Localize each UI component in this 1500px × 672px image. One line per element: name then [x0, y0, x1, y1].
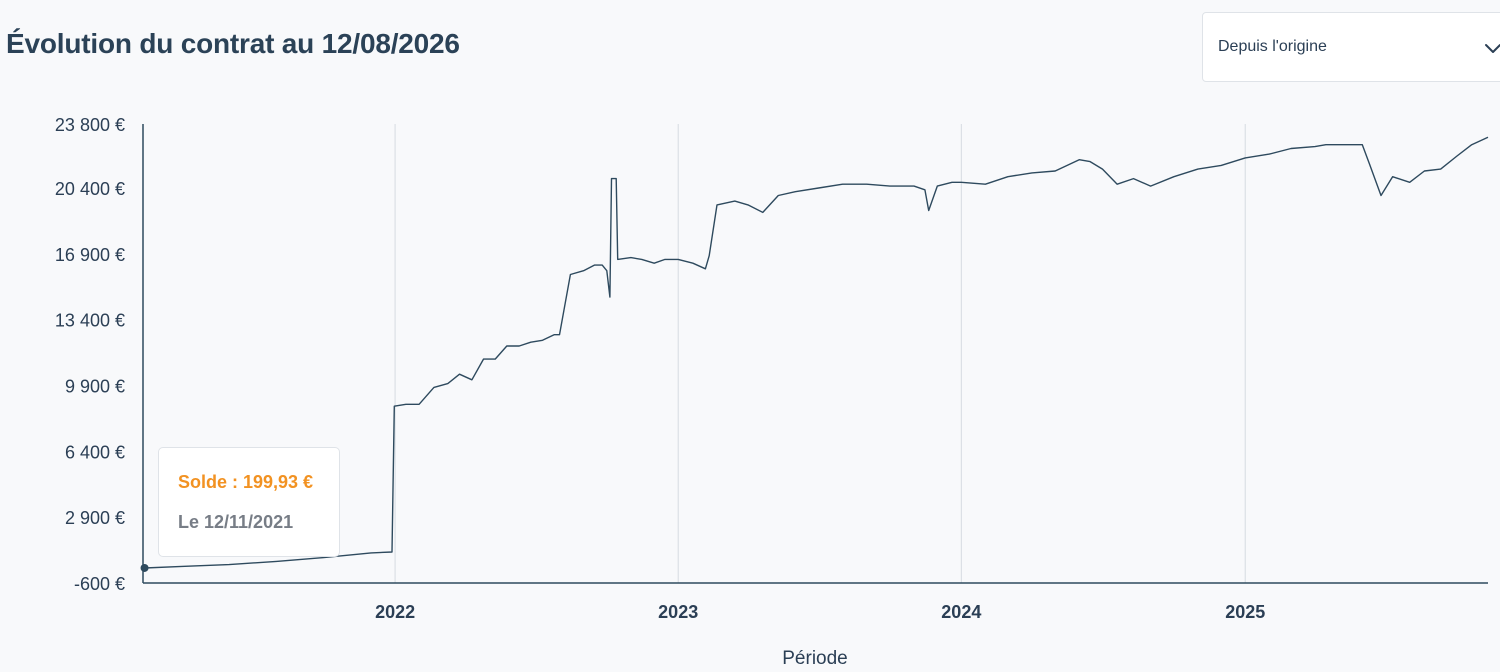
grid-layer: [394, 124, 1246, 583]
tooltip-value: Solde : 199,93 €: [178, 472, 314, 492]
tooltip-date: Le 12/11/2021: [178, 512, 294, 532]
period-select-value: Depuis l'origine: [1218, 38, 1327, 55]
chevron-down-icon: [1485, 44, 1500, 53]
y-tick-label: 20 400 €: [55, 179, 125, 199]
y-tick-label: 9 900 €: [65, 376, 125, 396]
y-tick-label: 13 400 €: [55, 311, 125, 331]
axis-layer: [142, 124, 1488, 584]
page-title: Évolution du contrat au 12/08/2026: [6, 28, 460, 59]
x-tick-label: 2024: [941, 602, 981, 622]
x-tick-labels: 2022 2023 2024 2025: [375, 602, 1265, 622]
period-select[interactable]: Depuis l'origine: [1202, 12, 1500, 82]
y-tick-label: 6 400 €: [65, 442, 125, 462]
series-layer: [140, 136, 1489, 572]
y-tick-labels: -600 € 2 900 € 6 400 € 9 900 € 13 400 € 16 90…: [55, 115, 125, 594]
y-tick-label: 16 900 €: [55, 245, 125, 265]
x-tick-label: 2025: [1225, 602, 1265, 622]
y-tick-label: -600 €: [74, 574, 125, 594]
y-tick-label: 2 900 €: [65, 508, 125, 528]
x-axis-label: Période: [782, 648, 848, 669]
series-line: [144, 136, 1489, 569]
y-tick-label: 23 800 €: [55, 115, 125, 135]
x-tick-label: 2023: [658, 602, 698, 622]
highlight-point: [140, 563, 149, 572]
x-tick-label: 2022: [375, 602, 415, 622]
chart-tooltip: Solde : 199,93 € Le 12/11/2021: [158, 447, 340, 557]
